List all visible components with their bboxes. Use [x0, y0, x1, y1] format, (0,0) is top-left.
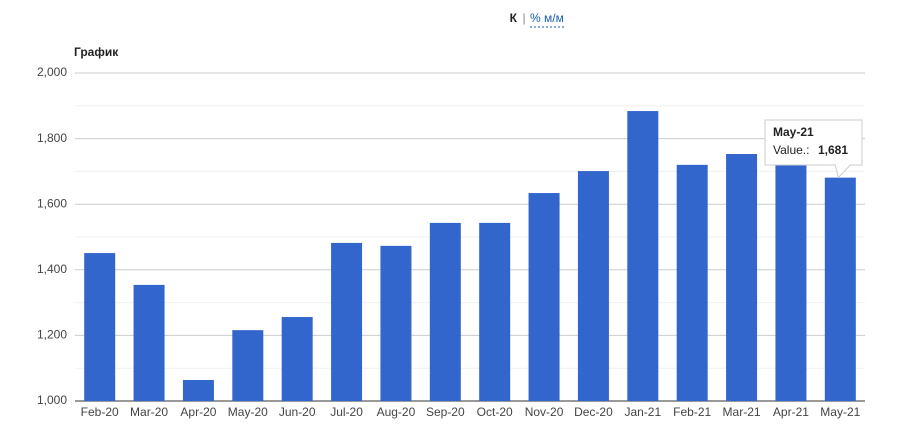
x-tick-label: Jun-20 — [279, 405, 316, 419]
tooltip: May-21 Value.: 1,681 — [764, 119, 863, 179]
bar — [429, 222, 461, 401]
x-tick-label: Apr-20 — [180, 405, 216, 419]
y-tick-label: 1,600 — [37, 196, 67, 210]
bar — [84, 253, 116, 401]
mom-link[interactable]: % м/м — [530, 11, 564, 25]
x-tick-label: Aug-20 — [377, 405, 416, 419]
bar — [232, 330, 264, 401]
bar — [133, 284, 165, 401]
x-tick-label: Nov-20 — [525, 405, 564, 419]
bar — [528, 193, 560, 401]
x-tick-label: May-21 — [820, 405, 860, 419]
x-tick-label: Oct-20 — [477, 405, 513, 419]
x-tick-label: Feb-21 — [673, 405, 711, 419]
y-tick-label: 1,000 — [37, 393, 67, 407]
bar — [577, 171, 609, 401]
bar — [331, 242, 363, 401]
x-tick-label: Apr-21 — [773, 405, 809, 419]
bar — [479, 222, 511, 401]
x-tick-label: Mar-20 — [130, 405, 168, 419]
bar — [676, 164, 708, 401]
bar — [380, 245, 412, 401]
bar — [775, 164, 807, 401]
x-tick-label: Sep-20 — [426, 405, 465, 419]
tooltip-category: May-21 — [773, 125, 814, 139]
tooltip-box — [764, 119, 863, 179]
bar — [182, 380, 214, 401]
x-tick-label: May-20 — [228, 405, 268, 419]
bar — [627, 111, 659, 401]
x-tick-label: Jul-20 — [330, 405, 363, 419]
y-tick-label: 1,800 — [37, 131, 67, 145]
x-tick-label: Feb-20 — [81, 405, 119, 419]
y-tick-label: 2,000 — [37, 65, 67, 79]
chart-title: График — [74, 45, 119, 59]
x-tick-label: Mar-21 — [723, 405, 761, 419]
x-tick-label: Jan-21 — [624, 405, 661, 419]
tooltip-value: 1,681 — [818, 143, 848, 157]
x-tick-label: Dec-20 — [574, 405, 613, 419]
y-tick-label: 1,400 — [37, 262, 67, 276]
bar — [824, 177, 856, 401]
bar — [281, 317, 313, 401]
bar — [726, 154, 758, 401]
tooltip-label: Value.: — [773, 143, 809, 157]
y-tick-label: 1,200 — [37, 328, 67, 342]
separator: | — [522, 11, 525, 25]
mode-label: К — [510, 11, 518, 25]
